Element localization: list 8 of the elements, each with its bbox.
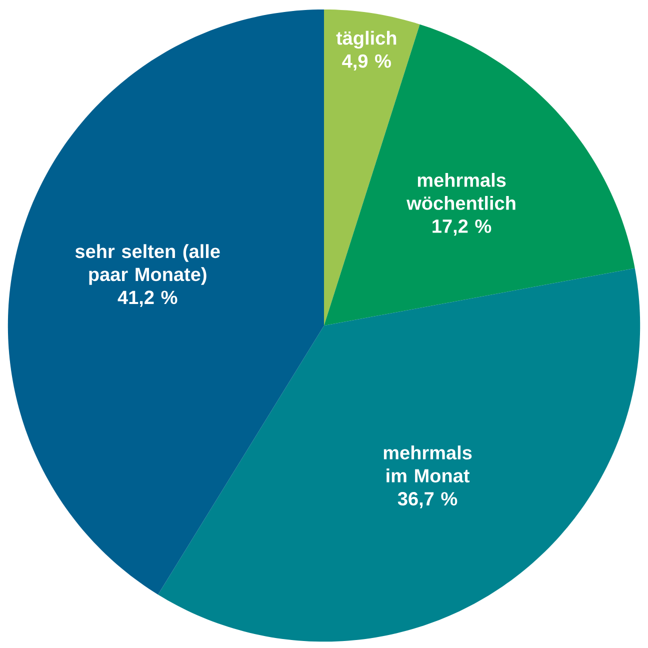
data-label: 36,7 %: [398, 492, 458, 508]
slice-label: täglich: [336, 30, 396, 49]
data-label: 17,2 %: [432, 219, 492, 236]
slice-label: mehrmals wöchentlich: [406, 172, 516, 210]
data-label: 41,2 %: [118, 290, 178, 307]
data-label: 4,9 %: [342, 54, 391, 71]
slice-label: sehr selten (alle paar Monate): [75, 244, 220, 285]
slice-label: mehrmals im Monat: [384, 446, 472, 482]
